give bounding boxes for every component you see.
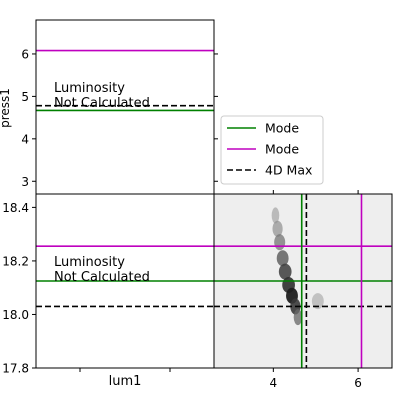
density-blob — [311, 293, 324, 310]
panel-frame — [213, 193, 393, 369]
density-blob — [272, 220, 283, 237]
density-blob — [276, 250, 289, 267]
panel-press-marginal: 3 4 5 6 Luminosity Not Calculated press1 — [0, 19, 218, 195]
density-blob — [274, 234, 286, 251]
xtick-label: 6 — [354, 376, 362, 390]
ytick-label: 3 — [21, 175, 29, 189]
legend-entry: Mode — [227, 121, 299, 136]
ytick-label: 18.2 — [2, 254, 29, 268]
annotation-line-2: Not Calculated — [54, 96, 150, 111]
panel-lum-press-left: 17.8 18.0 18.2 18.4 Luminosity Not Calculat… — [2, 193, 218, 389]
ytick-label: 18.0 — [2, 308, 29, 322]
xtick-label: 4 — [270, 376, 278, 390]
legend-box — [220, 115, 324, 185]
ylabel-press: press1 — [0, 88, 12, 128]
legend-label: Mode — [265, 142, 299, 157]
legend-entry: Mode — [227, 142, 299, 157]
legend-entry: 4D Max — [227, 163, 312, 178]
density-blob — [293, 309, 303, 326]
ytick-label: 17.8 — [2, 362, 29, 376]
xlabel-lum: lum1 — [109, 374, 142, 389]
annotation-line-1: Luminosity — [54, 255, 125, 270]
legend-label: Mode — [265, 121, 299, 136]
ytick-label: 6 — [21, 47, 29, 61]
ytick-label: 5 — [21, 90, 29, 104]
density-blob — [271, 207, 280, 224]
annotation-line-1: Luminosity — [54, 81, 125, 96]
density-blob — [278, 263, 292, 280]
ytick-label: 18.4 — [2, 201, 29, 215]
ytick-label: 4 — [21, 132, 29, 146]
legend-label: 4D Max — [265, 163, 312, 178]
annotation-line-2: Not Calculated — [54, 270, 150, 285]
legend: Mode Mode 4D Max — [220, 115, 324, 185]
